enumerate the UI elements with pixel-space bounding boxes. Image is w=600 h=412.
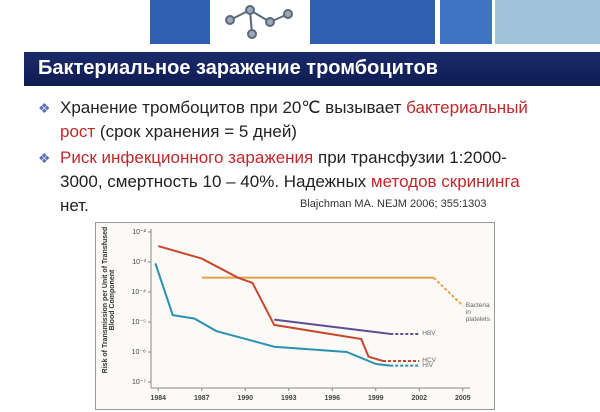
bullet-text: (срок хранения = 5 дней) — [95, 122, 297, 141]
bullet-text: методов скрининга — [370, 172, 520, 191]
y-tick-label: 10⁻⁷ — [132, 379, 146, 386]
y-tick-label: 10⁻⁴ — [132, 289, 147, 296]
y-tick-label: 10⁻² — [132, 229, 146, 236]
x-tick-label: 2005 — [455, 395, 471, 402]
bullet-text: бактериальный рост — [60, 98, 528, 141]
banner — [150, 0, 600, 44]
slide-title: Бактериальное заражение тромбоцитов — [38, 57, 438, 79]
bullet: Хранение тромбоцитов при 20℃ вызывает ба… — [38, 96, 530, 144]
series-label: HCV — [422, 357, 436, 365]
x-tick-label: 1996 — [324, 395, 340, 402]
bullet-text: Риск инфекционного заражения — [60, 148, 314, 167]
bullet-text: Хранение тромбоцитов при 20℃ вызывает — [60, 98, 407, 117]
series-label: HIV — [422, 361, 434, 369]
series-label: HBV — [422, 329, 436, 337]
x-tick-label: 2002 — [411, 395, 427, 402]
plot: 10⁻⁷ 10⁻⁶ 10⁻⁵ 10⁻⁴ 10⁻³ 10⁻² 1984 1987 1990 1993… — [132, 229, 471, 402]
y-tick-label: 10⁻⁶ — [132, 349, 146, 356]
y-tick-label: 10⁻³ — [132, 259, 146, 266]
x-tick-label: 1990 — [237, 395, 253, 402]
bullet-text: нет. — [60, 196, 89, 215]
y-tick-label: 10⁻⁵ — [132, 319, 146, 326]
series-label: Bacteria in platelets — [465, 301, 490, 323]
citation: Blajchman MA. NEJM 2006; 355:1303 — [300, 198, 487, 210]
series-line — [157, 245, 384, 362]
x-tick-label: 1999 — [368, 395, 384, 402]
x-tick-label: 1993 — [281, 395, 297, 402]
bullet-text: при трансфузии 1:2000-3000, смертность 1… — [60, 148, 507, 191]
y-axis-label: Risk of Transmission per Unit of Transfu… — [102, 226, 116, 374]
projection-line — [433, 276, 464, 307]
chart: 10⁻⁷ 10⁻⁶ 10⁻⁵ 10⁻⁴ 10⁻³ 10⁻² 1984 1987 1990 1993… — [95, 222, 495, 410]
series-line — [274, 318, 391, 335]
x-tick-label: 1984 — [150, 395, 166, 402]
x-tick-label: 1987 — [194, 395, 210, 402]
bullet: Риск инфекционного заражения при трансфу… — [38, 146, 530, 218]
title-bar: Бактериальное заражение тромбоцитов — [24, 52, 600, 86]
series-line — [154, 263, 391, 367]
